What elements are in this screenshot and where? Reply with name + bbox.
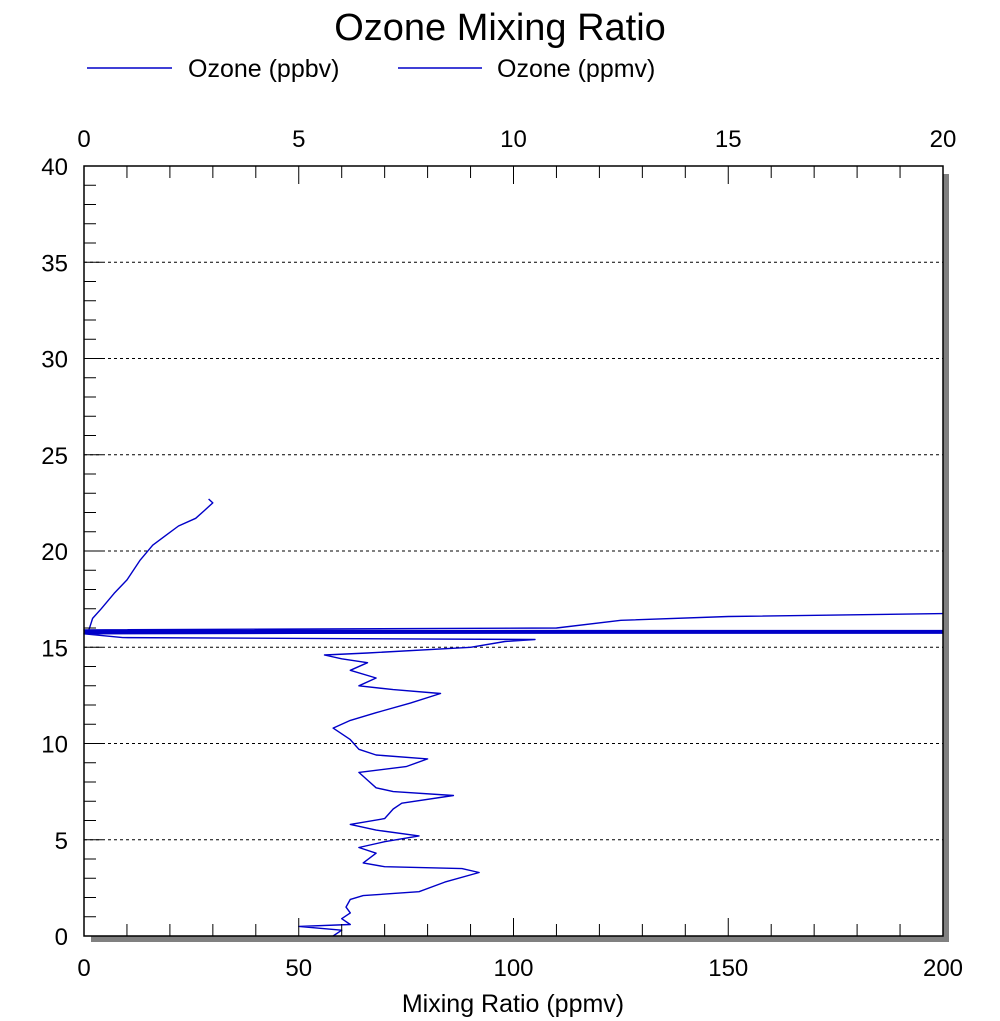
x-top-tick-label: 15: [715, 126, 742, 153]
x-axis-title: Mixing Ratio (ppmv): [402, 990, 624, 1018]
plot-shadow-bottom: [91, 936, 949, 942]
x-top-tick-label: 0: [77, 126, 90, 153]
x-bottom-tick-label: 100: [493, 955, 533, 982]
y-tick-label: 20: [41, 539, 68, 566]
x-bottom-tick-label: 0: [77, 955, 90, 982]
x-bottom-tick-label: 50: [285, 955, 312, 982]
y-tick-label: 10: [41, 732, 68, 759]
ticks: 0 5 10 15 20 25 30 35 40 0 50 100 150 200 0 5 10 15 20: [41, 126, 963, 982]
legend-label-ppbv: Ozone (ppbv): [188, 55, 339, 83]
series-line-1: [87, 498, 214, 633]
plot-shadow-right: [943, 174, 949, 942]
legend: Ozone (ppbv) Ozone (ppmv): [87, 55, 655, 83]
y-tick-label: 0: [55, 924, 68, 951]
x-top-tick-label: 10: [500, 126, 527, 153]
y-tick-label: 15: [41, 635, 68, 662]
x-bottom-tick-label: 200: [923, 955, 963, 982]
x-bottom-tick-label: 150: [708, 955, 748, 982]
x-top-tick-label: 20: [930, 126, 957, 153]
x-top-tick-label: 5: [292, 126, 305, 153]
y-tick-label: 40: [41, 154, 68, 181]
chart-title: Ozone Mixing Ratio: [334, 7, 666, 49]
legend-label-ppmv: Ozone (ppmv): [497, 55, 655, 83]
series-layer: [83, 498, 944, 937]
y-tick-label: 30: [41, 347, 68, 374]
y-tick-label: 35: [41, 250, 68, 277]
gridlines: [84, 261, 943, 841]
y-tick-label: 25: [41, 443, 68, 470]
series-line-0: [83, 612, 944, 937]
y-tick-label: 5: [55, 828, 68, 855]
